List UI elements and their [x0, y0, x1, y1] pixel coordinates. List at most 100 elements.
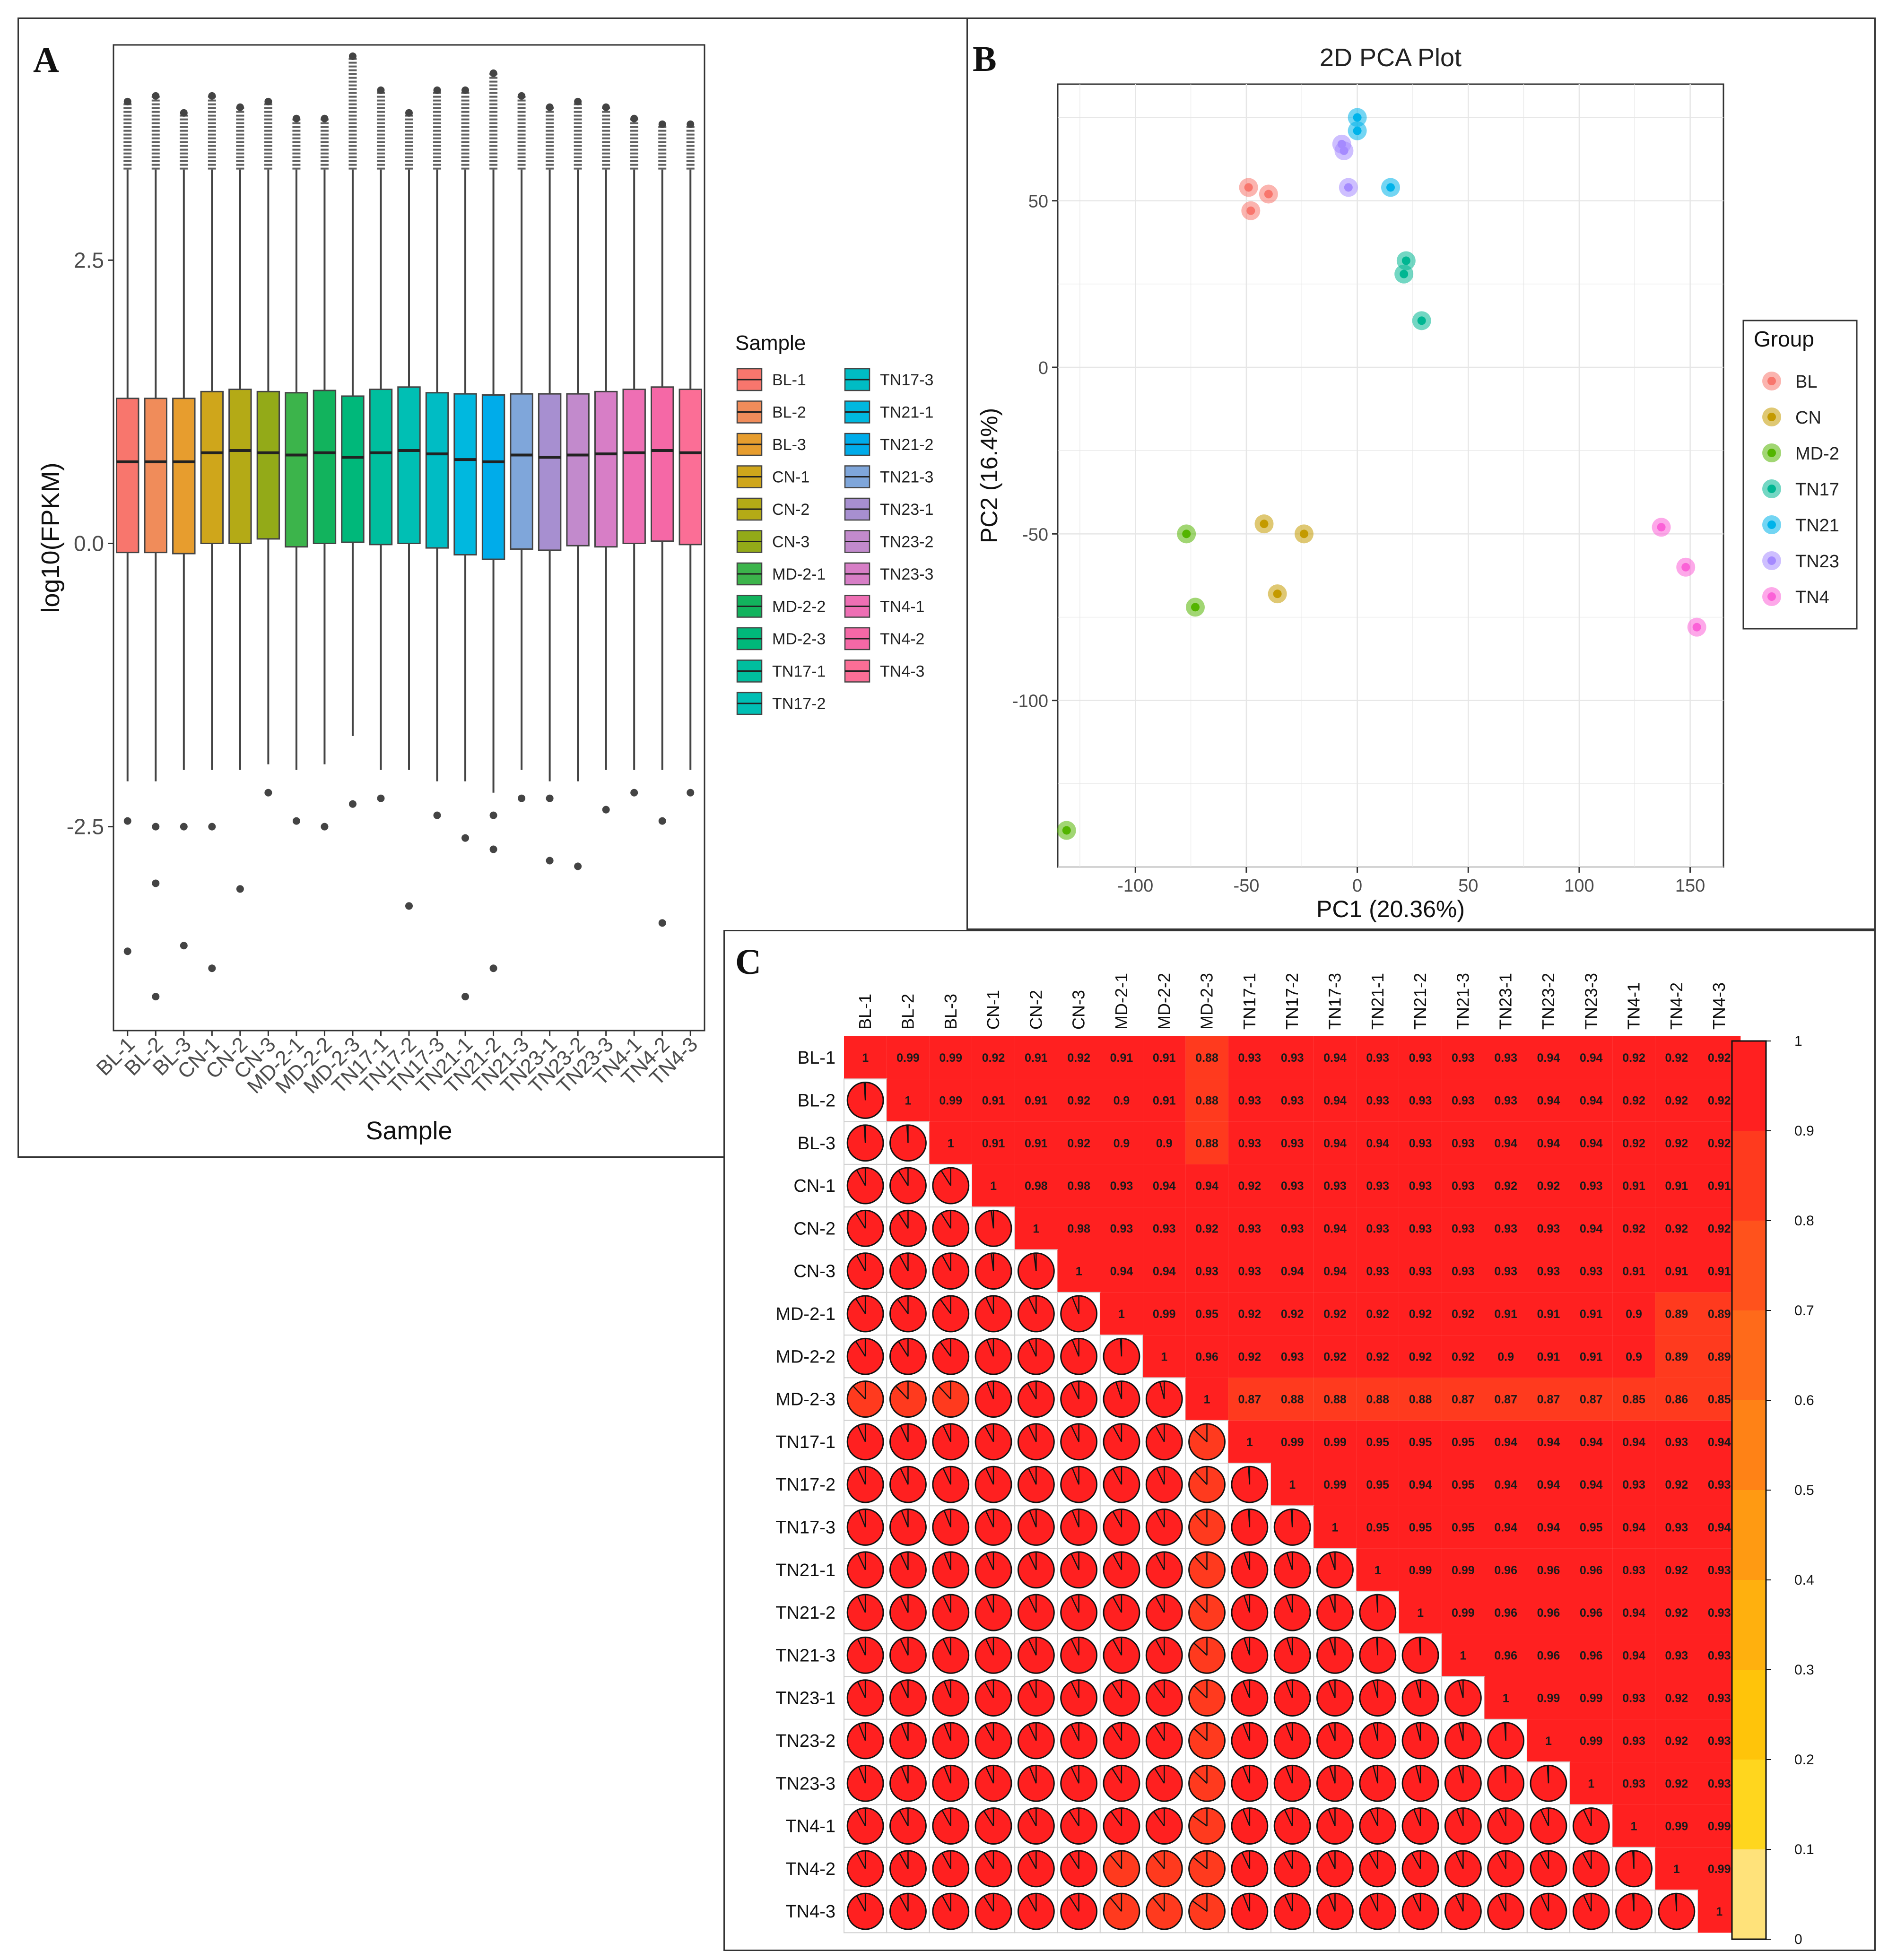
legend-label: TN21-2: [880, 436, 933, 454]
corr-value: 0.93: [1580, 1265, 1603, 1278]
corr-value: 0.92: [1665, 1564, 1688, 1577]
corr-pie-wedge: [900, 1637, 909, 1656]
corr-value: 0.94: [1580, 1051, 1603, 1065]
col-label: TN23-1: [1496, 973, 1515, 1030]
corr-cell: [1655, 1676, 1698, 1719]
corr-value: 0.93: [1452, 1179, 1475, 1193]
corr-value: 0.92: [1665, 1606, 1688, 1620]
corr-pie-wedge: [1373, 1680, 1378, 1698]
corr-cell: [1228, 1420, 1271, 1463]
outlier-point: [236, 885, 244, 893]
corr-cell: [972, 1036, 1015, 1079]
corr-pie-wedge: [1154, 1723, 1165, 1741]
x-axis-title: PC1 (20.36%): [1316, 896, 1465, 922]
corr-value: 1: [1204, 1393, 1210, 1406]
corr-cell: [1527, 1036, 1570, 1079]
corr-cell: [1271, 1079, 1314, 1122]
corr-cell: [1143, 1164, 1186, 1207]
corr-value: 0.93: [1366, 1222, 1389, 1235]
corr-pie-wedge: [1456, 1808, 1464, 1827]
x-tick-label: -50: [1233, 876, 1259, 896]
corr-pie-wedge: [986, 1338, 994, 1357]
corr-cell: [1484, 1591, 1527, 1634]
corr-pie-wedge: [991, 1210, 994, 1229]
pca-point-TN4: [1692, 623, 1701, 632]
corr-pie-wedge: [1373, 1765, 1378, 1784]
corr-cell: [1314, 1335, 1357, 1378]
corr-pie-wedge: [1071, 1466, 1079, 1485]
corr-value: 0.89: [1708, 1350, 1731, 1363]
corr-pie-wedge: [986, 1381, 994, 1400]
corr-cell: [1442, 1079, 1485, 1122]
corr-cell: [1612, 1292, 1655, 1336]
corr-cell: [1655, 1121, 1698, 1164]
corr-cell: [1655, 1292, 1698, 1336]
row-label: TN17-2: [775, 1475, 835, 1495]
corr-pie-wedge: [1540, 1893, 1549, 1912]
outlier-point: [630, 114, 638, 122]
corr-pie-wedge: [1415, 1680, 1421, 1698]
legend-label: TN4-2: [880, 630, 924, 648]
corr-value: 0.99: [1409, 1564, 1432, 1577]
outlier-point: [489, 964, 497, 972]
colorbar-tick-label: 0: [1794, 1932, 1802, 1947]
corr-cell: [1655, 1079, 1698, 1122]
outlier-point: [518, 794, 526, 802]
corr-value: 0.92: [1238, 1179, 1262, 1193]
row-label: BL-3: [798, 1134, 835, 1153]
outlier-point: [461, 86, 470, 94]
corr-value: 0.92: [1665, 1735, 1688, 1748]
col-label: TN4-1: [1624, 982, 1644, 1030]
corr-cell: [1655, 1378, 1698, 1421]
corr-pie-wedge: [1284, 1808, 1293, 1827]
corr-value: 0.93: [1665, 1521, 1688, 1534]
corr-value: 0.93: [1622, 1735, 1645, 1748]
corr-cell: [887, 1079, 930, 1122]
corr-value: 0.93: [1452, 1137, 1475, 1150]
panel-b-pca: B 2D PCA Plot -100 -50 0 50 100 150 -100 -50 0 50 P…: [968, 17, 1876, 930]
legend-key: [1767, 520, 1776, 529]
corr-pie-wedge: [942, 1423, 951, 1442]
box-CN-2: [228, 389, 252, 544]
corr-cell: [1356, 1079, 1399, 1122]
corr-cell: [1100, 1249, 1143, 1292]
corr-cell: [1143, 1207, 1186, 1250]
corr-cell: [1399, 1036, 1442, 1079]
corr-cell: [1527, 1079, 1570, 1122]
corr-pie-wedge: [900, 1466, 909, 1485]
outlier-point: [546, 103, 554, 111]
corr-pie-wedge: [1243, 1552, 1251, 1570]
corr-cell: [1570, 1719, 1613, 1762]
outlier-point: [518, 92, 526, 100]
corr-pie-wedge: [1071, 1509, 1079, 1527]
corr-value: 0.92: [1622, 1051, 1645, 1065]
corr-pie-wedge: [855, 1210, 866, 1229]
corr-pie-wedge: [853, 1381, 866, 1400]
corr-pie-wedge: [1248, 1466, 1251, 1485]
corr-value: 0.93: [1580, 1179, 1603, 1193]
col-label: BL-1: [855, 994, 875, 1030]
corr-cell: [1570, 1506, 1613, 1549]
corr-cell: [1612, 1548, 1655, 1591]
corr-cell: [1570, 1676, 1613, 1719]
corr-pie-wedge: [857, 1552, 866, 1570]
corr-value: 0.93: [1708, 1564, 1731, 1577]
corr-pie-wedge: [858, 1723, 866, 1741]
corr-cell: [1612, 1463, 1655, 1506]
corr-cell: [1143, 1335, 1186, 1378]
corr-value: 0.92: [1067, 1051, 1090, 1065]
corr-pie-wedge: [1193, 1723, 1208, 1741]
corr-pie-wedge: [900, 1595, 909, 1613]
corr-value: 0.9: [1156, 1137, 1173, 1150]
corr-cell: [1570, 1079, 1613, 1122]
corr-value: 0.9: [1626, 1350, 1642, 1363]
pca-point-MD-2: [1191, 603, 1200, 612]
corr-pie-wedge: [858, 1765, 866, 1784]
corr-pie-wedge: [1582, 1850, 1592, 1869]
outlier-point: [180, 942, 188, 950]
corr-pie-wedge: [1070, 1680, 1079, 1699]
row-label: TN23-3: [775, 1774, 835, 1794]
legend-label: MD-2-1: [772, 565, 826, 583]
corr-cell: [1015, 1079, 1058, 1122]
corr-pie-wedge: [983, 1808, 994, 1827]
